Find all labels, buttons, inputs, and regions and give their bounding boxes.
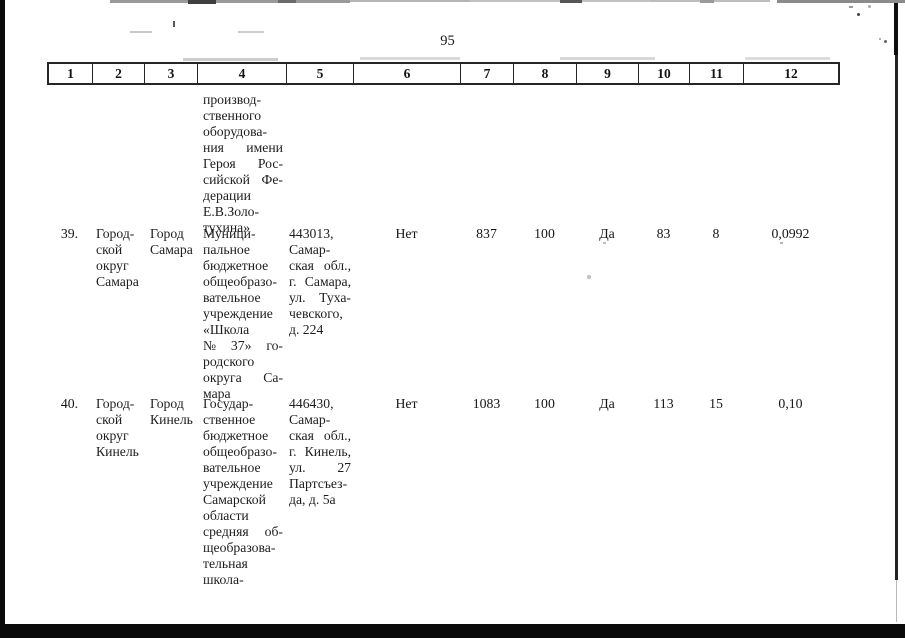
scan-smudge — [130, 31, 152, 33]
text-fragment: ская — [289, 258, 314, 273]
scan-top-line-segment — [560, 0, 582, 3]
text-fragment: Фе- — [261, 172, 283, 187]
scan-smudge — [560, 57, 655, 60]
scan-smudge — [238, 31, 264, 33]
text-fragment: средняя — [203, 524, 249, 539]
text-fragment: Туха- — [319, 290, 351, 305]
text-fragment: Самара, — [304, 274, 351, 289]
text-fragment: г. — [289, 444, 297, 459]
col11-cell: 8 — [712, 226, 720, 241]
scan-speck — [868, 5, 871, 8]
text-fragment: Кинель, — [304, 444, 351, 459]
header-cell-3: 3 — [144, 62, 197, 85]
header-cell-6: 6 — [353, 62, 460, 85]
col6-cell: Нет — [395, 226, 418, 241]
text-fragment: Са- — [263, 370, 283, 385]
text-fragment: ул. — [289, 290, 306, 305]
text-fragment: Героя — [203, 156, 236, 171]
scan-top-line-segment — [700, 0, 714, 3]
col11-cell: 15 — [709, 396, 723, 411]
scan-speck — [849, 6, 853, 8]
scan-speck — [857, 13, 860, 16]
scan-top-line-segment — [110, 0, 350, 3]
text-fragment: имени — [246, 140, 283, 155]
header-cell-2: 2 — [92, 62, 144, 85]
header-cell-12: 12 — [743, 62, 840, 85]
scan-top-line-segment — [350, 0, 470, 2]
district-cell: Город-ской округ Самара — [96, 226, 139, 289]
scan-speck — [884, 40, 887, 43]
scan-smudge — [360, 57, 460, 60]
name-cell: Муници-пальное бюджетное общеобразо-ватель… — [203, 226, 283, 401]
header-cell-11: 11 — [689, 62, 743, 85]
header-cell-7: 7 — [460, 62, 513, 85]
col9-cell: Да — [599, 226, 615, 241]
col10-cell: 83 — [656, 226, 671, 241]
col10-cell: 113 — [653, 396, 674, 411]
header-cell-4: 4 — [197, 62, 286, 85]
col12-cell: 0,10 — [778, 396, 803, 411]
text-fragment: сийской — [203, 172, 250, 187]
col8-cell: 100 — [534, 396, 555, 411]
text-fragment: ская — [289, 428, 314, 443]
scan-smudge — [183, 58, 278, 61]
city-cell: Город Кинель — [150, 396, 193, 427]
text-fragment: Рос- — [257, 156, 283, 171]
scan-right-edge-line-tail — [895, 580, 897, 622]
address-cell: 446430, Самар-ская обл., г. Кинель, ул. 27 Парт… — [289, 396, 351, 507]
text-fragment: г. — [289, 274, 297, 289]
scan-speck — [603, 242, 606, 244]
header-cell-9: 9 — [576, 62, 638, 85]
scan-speck — [173, 21, 175, 27]
scan-speck — [587, 275, 591, 279]
scan-speck — [879, 38, 881, 40]
text-fragment: 27 — [337, 460, 351, 475]
scan-speck — [780, 242, 783, 244]
text-fragment: округа — [203, 370, 242, 385]
text-fragment: 37» — [230, 338, 252, 353]
scan-right-edge-line — [894, 0, 898, 580]
district-cell: Город-ской округ Кинель — [96, 396, 139, 459]
scan-top-line-segment — [188, 0, 216, 4]
row-number-cell: 39. — [60, 226, 79, 241]
scan-left-edge-bar — [0, 0, 5, 638]
col7-cell: 1083 — [472, 396, 501, 411]
scan-top-line-segment — [278, 0, 296, 3]
row-number-cell: 40. — [60, 396, 79, 411]
text-fragment: № — [203, 338, 217, 353]
carryover-name-cell: производ-ственного оборудова-ния имени Геро… — [203, 92, 283, 235]
page-number: 95 — [440, 33, 455, 49]
col8-cell: 100 — [534, 226, 555, 241]
city-cell: Город Самара — [150, 226, 193, 257]
col6-cell: Нет — [395, 396, 418, 411]
text-fragment: обл., — [323, 258, 351, 273]
scan-bottom-edge-bar — [0, 624, 905, 638]
header-cell-1: 1 — [47, 62, 92, 85]
text-fragment: об- — [264, 524, 283, 539]
address-cell: 443013, Самар-ская обл., г. Самара, ул. Туха-ч… — [289, 226, 351, 337]
header-cell-5: 5 — [286, 62, 353, 85]
scan-right-edge-line-cap — [894, 0, 898, 55]
header-cell-10: 10 — [638, 62, 689, 85]
text-fragment: ния — [203, 140, 224, 155]
name-cell: Государ-ственное бюджетное общеобразо-вате… — [203, 396, 283, 587]
header-cell-8: 8 — [513, 62, 576, 85]
scan-top-line-segment — [777, 0, 905, 3]
scan-smudge — [745, 57, 830, 60]
col12-cell: 0,0992 — [771, 226, 810, 241]
col9-cell: Да — [599, 396, 615, 411]
text-fragment: ул. — [289, 460, 306, 475]
col7-cell: 837 — [476, 226, 497, 241]
text-fragment: обл., — [323, 428, 351, 443]
text-fragment: го- — [266, 338, 283, 353]
